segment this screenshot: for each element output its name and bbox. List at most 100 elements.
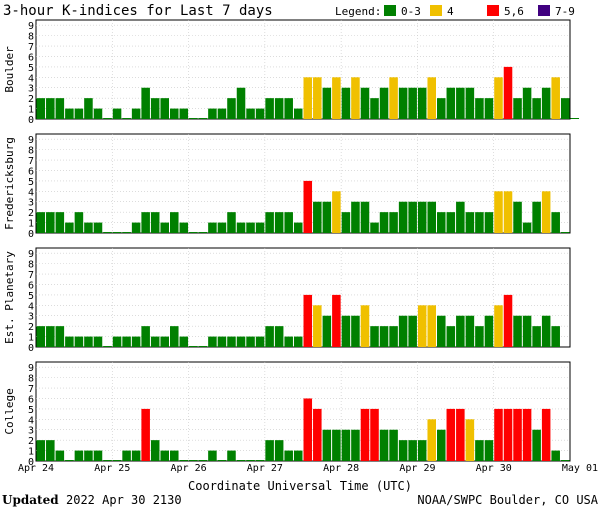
bar [303,398,313,461]
legend-entry-label: 4 [447,5,454,18]
y-tick-label: 8 [28,374,34,385]
bar [513,201,522,233]
bar [170,326,179,347]
bar [551,326,560,347]
bar [274,212,284,233]
y-tick-label: 9 [28,363,34,374]
y-tick-label: 3 [28,84,34,95]
legend-swatch [384,5,396,16]
bar [255,222,265,233]
x-tick-label: Apr 30 [476,463,512,474]
bar [122,336,131,347]
bar [389,326,398,347]
bar [36,326,46,347]
y-tick-label: 1 [28,105,34,116]
bar [570,118,580,119]
bar [141,87,150,119]
y-tick-label: 2 [28,94,34,105]
y-tick-label: 4 [28,415,34,426]
bar [522,222,532,233]
bar [379,87,389,119]
bar [160,98,169,119]
bar [236,222,246,233]
legend-label: Legend: [335,5,381,18]
bar [341,315,351,347]
bar [103,460,112,461]
bar [494,77,503,119]
station-label: Est. Planetary [3,251,16,344]
y-tick-label: 5 [28,63,34,74]
bar [456,408,465,461]
bar [551,212,560,233]
y-tick-label: 6 [28,280,34,291]
bar [274,326,284,347]
bar [408,201,417,233]
x-tick-label: Apr 24 [18,463,54,474]
bar [427,201,436,233]
bar [274,440,284,461]
bar [284,336,293,347]
x-axis-ticks: Apr 24 Apr 25 Apr 26 Apr 27 Apr 28 Apr 29 Apr … [18,463,598,474]
bar [427,419,436,461]
bar [65,108,74,119]
bar [503,191,513,233]
bar [541,315,551,347]
bar [55,98,65,119]
bar [122,450,131,461]
bar [131,108,141,119]
bar [179,222,189,233]
bar [513,98,522,119]
y-tick-label: 1 [28,219,34,230]
bar [84,450,93,461]
bar [370,222,379,233]
bar [351,315,360,347]
bar [236,87,246,119]
station-label: Boulder [3,46,16,93]
y-tick-label: 4 [28,73,34,84]
y-tick-label: 0 [28,343,34,354]
bar [265,98,274,119]
bar [284,98,293,119]
bar [227,450,236,461]
x-tick-label: Apr 25 [94,463,130,474]
bar [208,108,217,119]
y-tick-label: 2 [28,322,34,333]
bar [484,98,494,119]
bar [74,336,84,347]
bar [522,315,532,347]
bar [170,108,179,119]
bar [141,212,150,233]
bar [208,450,217,461]
bar [303,77,313,119]
bar [494,305,503,347]
bar [265,440,274,461]
bar [513,315,522,347]
bar [189,118,198,119]
bar [332,429,341,461]
station-label: Fredericksburg [3,137,16,230]
bar [284,450,293,461]
bar [227,212,236,233]
bar [150,440,160,461]
y-tick-label: 9 [28,135,34,146]
bar [131,222,141,233]
bar [532,201,541,233]
bar [65,460,74,461]
legend: Legend: 0-3 4 5,6 7-9 [335,5,575,18]
bar [93,336,103,347]
bar [84,336,93,347]
bar [255,108,265,119]
y-tick-label: 7 [28,384,34,395]
bar [122,232,131,233]
bar [55,450,65,461]
bar [560,232,570,233]
bar [379,429,389,461]
bar [170,212,179,233]
updated-value: 2022 Apr 30 2130 [66,493,182,507]
bar [541,87,551,119]
y-tick-label: 0 [28,457,34,468]
bar [408,440,417,461]
bar [494,191,503,233]
bar [65,222,74,233]
